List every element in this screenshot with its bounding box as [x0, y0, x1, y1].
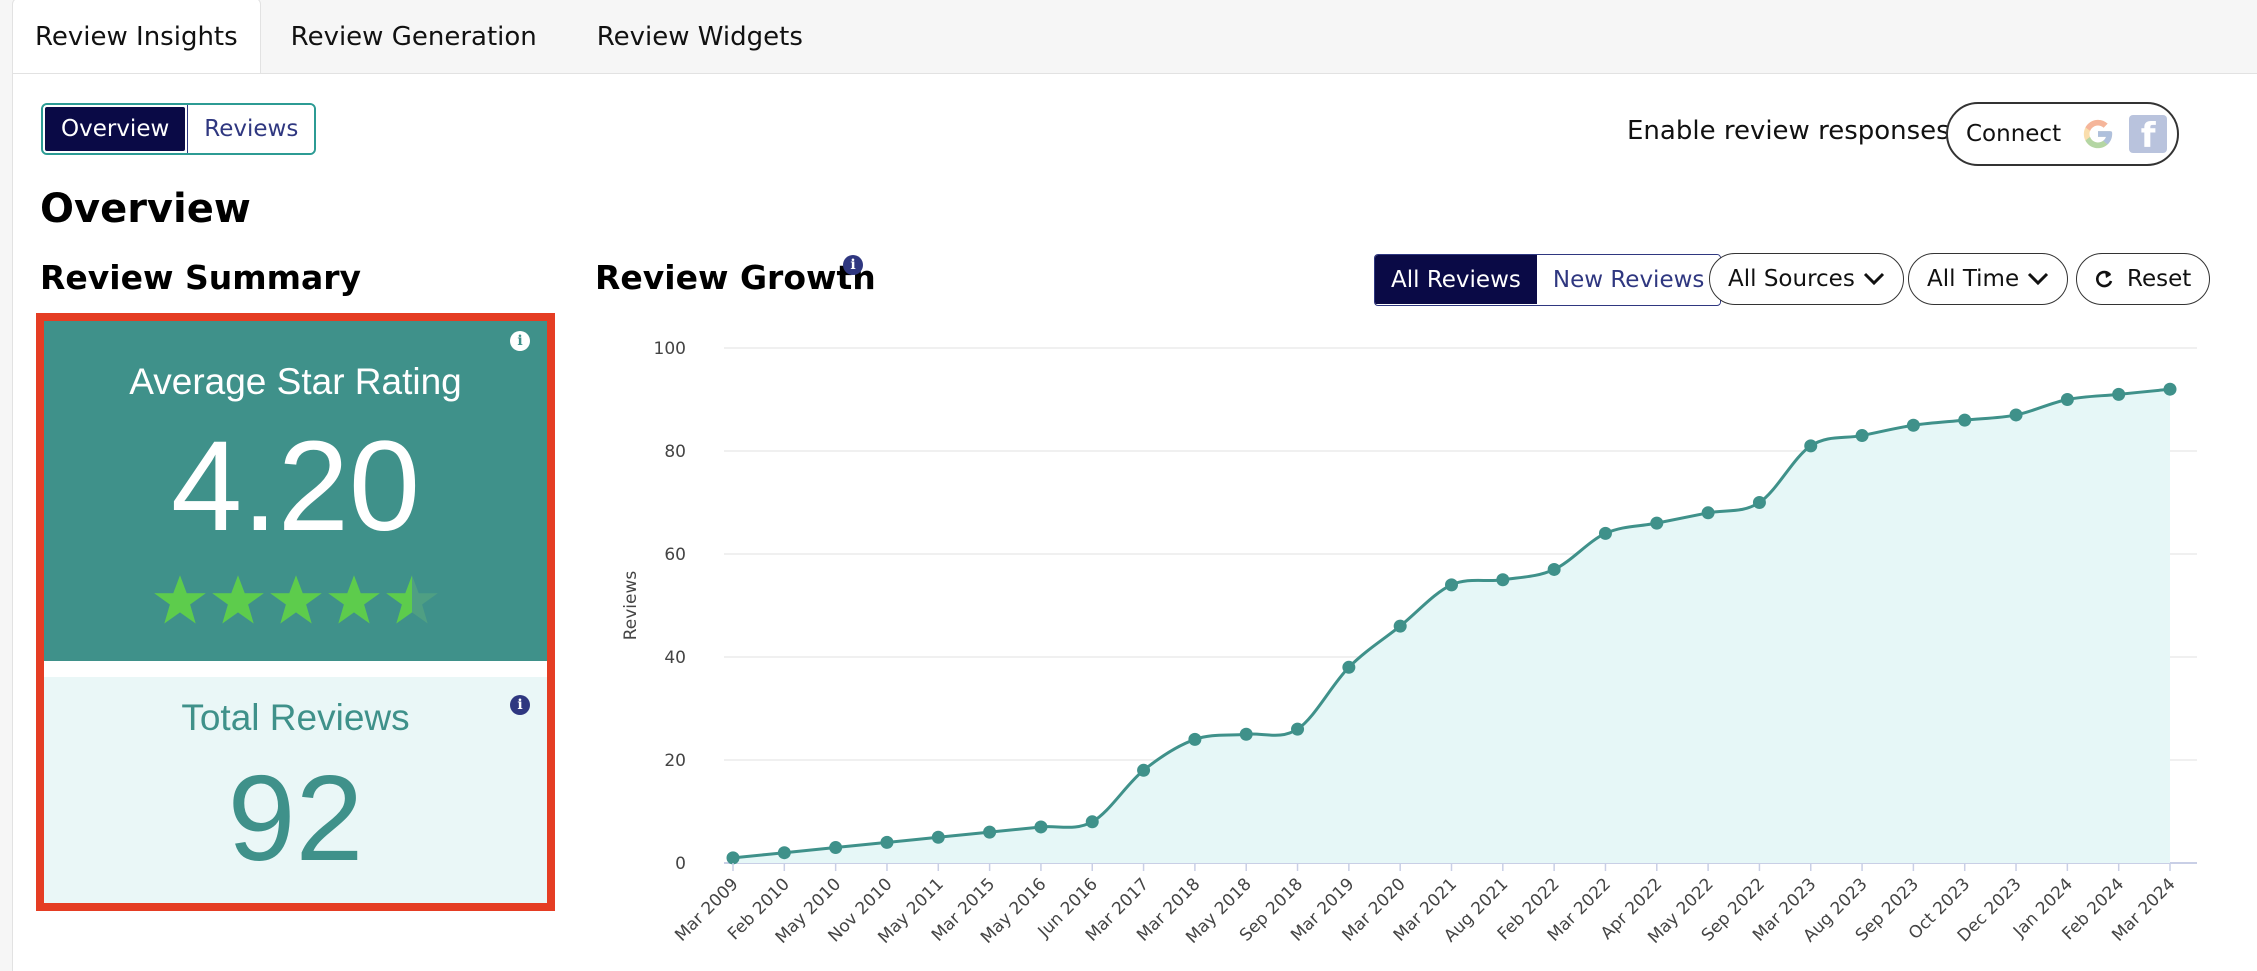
data-point	[1034, 820, 1048, 834]
star-icon	[385, 575, 438, 624]
total-reviews-label: Total Reviews	[181, 697, 410, 738]
y-tick-label: 0	[675, 854, 686, 874]
review-growth-title: Review Growth	[595, 258, 876, 297]
review-summary-card: i Average Star Rating 4.20 i Total Revie…	[36, 313, 555, 911]
data-point	[880, 835, 894, 849]
new-reviews-button[interactable]: New Reviews	[1536, 255, 1721, 304]
data-point	[2060, 393, 2074, 406]
connect-button[interactable]: Connect f	[1946, 102, 2179, 166]
data-point	[1701, 506, 1715, 520]
rating-info-icon[interactable]: i	[510, 331, 530, 351]
enable-responses-label: Enable review responses:	[1627, 116, 1959, 146]
overview-toggle-button[interactable]: Overview	[43, 105, 188, 153]
reset-icon	[2096, 270, 2113, 288]
page-title: Overview	[40, 186, 251, 232]
top-tab-bar: Review Insights Review Generation Review…	[12, 0, 833, 74]
review-summary-title: Review Summary	[40, 258, 362, 297]
view-toggle: Overview Reviews	[41, 103, 317, 155]
star-icon	[153, 575, 206, 624]
tab-review-insights[interactable]: Review Insights	[12, 0, 261, 74]
time-dropdown-label: All Time	[1927, 266, 2020, 292]
data-point	[2163, 382, 2177, 396]
average-rating-panel: i Average Star Rating 4.20	[44, 321, 547, 661]
data-point	[2112, 387, 2126, 401]
data-point	[983, 825, 997, 839]
average-rating-label: Average Star Rating	[129, 361, 462, 402]
data-point	[1958, 413, 1972, 427]
data-point	[1188, 732, 1202, 746]
facebook-icon: f	[2129, 115, 2168, 153]
average-rating-value: 4.20	[170, 415, 421, 558]
reset-button[interactable]: Reset	[2076, 253, 2211, 305]
data-point	[1393, 619, 1407, 633]
data-point	[1496, 573, 1510, 587]
chevron-down-icon	[2028, 272, 2049, 286]
data-point	[726, 851, 740, 865]
y-tick-label: 20	[664, 751, 686, 771]
data-point	[1137, 763, 1151, 777]
data-point	[1445, 578, 1458, 592]
star-rating	[44, 573, 547, 627]
review-mode-toggle: All Reviews New Reviews	[1374, 254, 1722, 306]
reviews-toggle-button[interactable]: Reviews	[187, 105, 315, 153]
total-info-icon[interactable]: i	[510, 695, 530, 715]
star-icon	[269, 575, 322, 624]
data-point	[1906, 418, 1920, 432]
star-icon	[327, 575, 380, 624]
series-area	[733, 389, 2170, 863]
y-tick-label: 100	[654, 339, 686, 359]
sources-dropdown[interactable]: All Sources	[1709, 253, 1904, 305]
data-point	[829, 841, 843, 855]
data-point	[777, 846, 791, 860]
star-icon	[211, 575, 264, 624]
connect-label: Connect	[1966, 121, 2062, 147]
data-point	[1239, 727, 1253, 741]
data-point	[1650, 516, 1664, 530]
tab-review-generation[interactable]: Review Generation	[290, 22, 537, 52]
y-tick-label: 40	[664, 648, 686, 668]
total-reviews-panel: i Total Reviews 92	[44, 677, 547, 903]
growth-info-icon[interactable]: i	[843, 255, 863, 275]
all-reviews-button[interactable]: All Reviews	[1375, 255, 1537, 304]
data-point	[1342, 660, 1356, 674]
y-tick-label: 60	[664, 545, 686, 565]
sources-dropdown-label: All Sources	[1728, 266, 1855, 292]
data-point	[1855, 429, 1869, 443]
data-point	[1547, 562, 1561, 576]
chevron-down-icon	[1863, 272, 1884, 286]
data-point	[1804, 439, 1818, 453]
y-tick-label: 80	[664, 442, 686, 462]
data-point	[2009, 408, 2023, 422]
data-point	[931, 830, 945, 844]
time-dropdown[interactable]: All Time	[1908, 253, 2069, 305]
y-axis-label: Reviews	[621, 571, 641, 641]
google-icon	[2083, 119, 2113, 149]
data-point	[1598, 526, 1612, 540]
total-reviews-value: 92	[227, 750, 364, 886]
data-point	[1291, 722, 1305, 736]
tab-review-widgets[interactable]: Review Widgets	[596, 22, 803, 52]
data-point	[1752, 496, 1766, 509]
reset-label: Reset	[2127, 266, 2192, 292]
data-point	[1085, 815, 1099, 829]
